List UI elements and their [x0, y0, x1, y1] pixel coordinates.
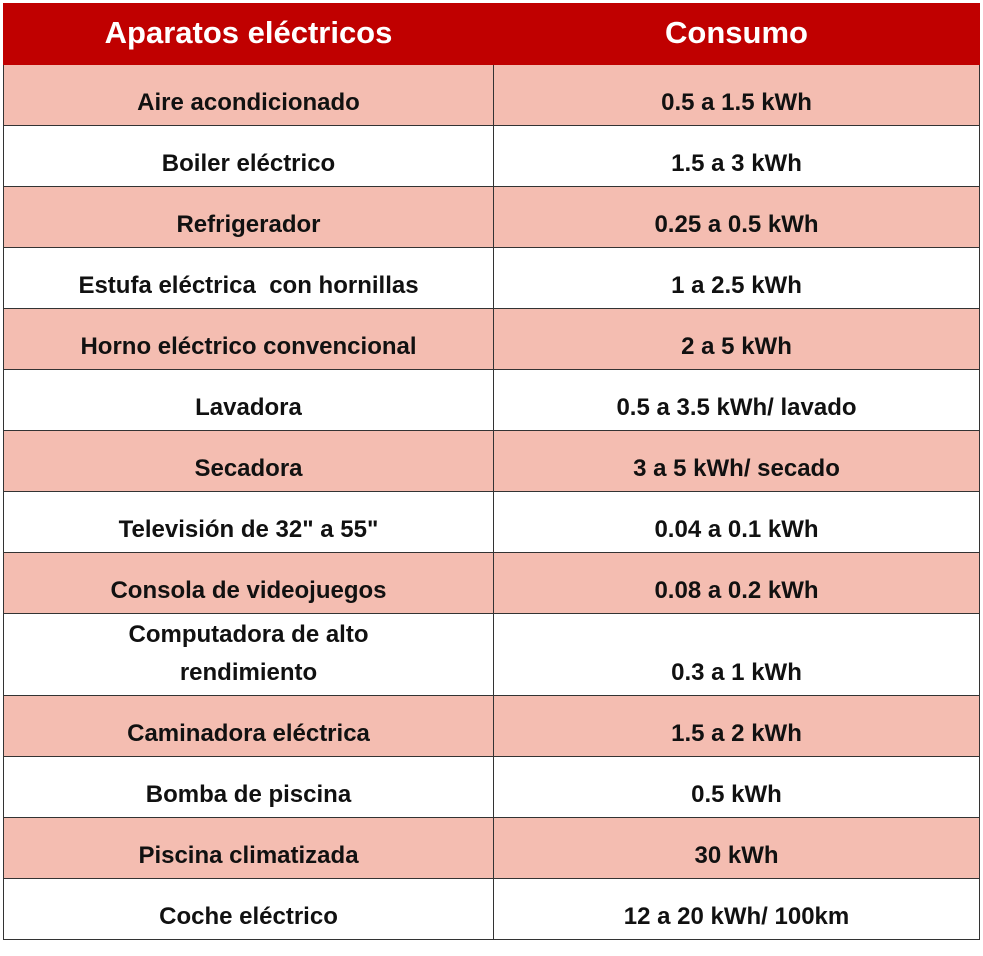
- consumption-cell: 1.5 a 3 kWh: [493, 125, 980, 187]
- table-row: Aire acondicionado 0.5 a 1.5 kWh: [3, 64, 980, 126]
- consumption-cell: 2 a 5 kWh: [493, 308, 980, 370]
- cell-text: Boiler eléctrico: [161, 150, 336, 177]
- cell-text: 0.5 kWh: [691, 781, 782, 808]
- consumption-cell: 0.5 a 3.5 kWh/ lavado: [493, 369, 980, 431]
- table-row: Secadora 3 a 5 kWh/ secado: [3, 430, 980, 492]
- appliance-cell: Caminadora eléctrica: [3, 695, 494, 757]
- consumption-cell: 12 a 20 kWh/ 100km: [493, 878, 980, 940]
- appliance-cell: Computadora de alto rendimiento: [3, 613, 494, 696]
- cell-text: Computadora de alto rendimiento: [128, 621, 376, 686]
- consumption-cell: 0.5 a 1.5 kWh: [493, 64, 980, 126]
- table-row: Refrigerador 0.25 a 0.5 kWh: [3, 186, 980, 248]
- cell-text: 0.08 a 0.2 kWh: [654, 577, 819, 604]
- cell-text: 0.04 a 0.1 kWh: [654, 516, 819, 543]
- consumption-cell: 1.5 a 2 kWh: [493, 695, 980, 757]
- appliance-cell: Consola de videojuegos: [3, 552, 494, 614]
- consumption-cell: 0.3 a 1 kWh: [493, 613, 980, 696]
- table-row: Coche eléctrico 12 a 20 kWh/ 100km: [3, 878, 980, 940]
- table-row: Estufa eléctrica con hornillas 1 a 2.5 kW…: [3, 247, 980, 309]
- appliance-cell: Horno eléctrico convencional: [3, 308, 494, 370]
- appliance-cell: Bomba de piscina: [3, 756, 494, 818]
- consumption-table: Aparatos eléctricos Consumo Aire acondic…: [3, 3, 980, 940]
- appliance-cell: Secadora: [3, 430, 494, 492]
- cell-text: 0.5 a 1.5 kWh: [661, 89, 812, 116]
- table-row: Boiler eléctrico 1.5 a 3 kWh: [3, 125, 980, 187]
- cell-text: 1.5 a 2 kWh: [671, 720, 802, 747]
- consumption-cell: 3 a 5 kWh/ secado: [493, 430, 980, 492]
- header-cell: Consumo: [493, 3, 980, 65]
- cell-text: Televisión de 32" a 55": [118, 516, 379, 543]
- appliance-cell: Aire acondicionado: [3, 64, 494, 126]
- appliance-cell: Boiler eléctrico: [3, 125, 494, 187]
- cell-text: Piscina climatizada: [138, 842, 359, 869]
- table-row: Consola de videojuegos 0.08 a 0.2 kWh: [3, 552, 980, 614]
- cell-text: Coche eléctrico: [159, 903, 338, 930]
- cell-text: Consola de videojuegos: [110, 577, 387, 604]
- cell-text: Secadora: [194, 455, 303, 482]
- table-row: Caminadora eléctrica 1.5 a 2 kWh: [3, 695, 980, 757]
- table-row: Bomba de piscina 0.5 kWh: [3, 756, 980, 818]
- cell-text: 1 a 2.5 kWh: [671, 272, 802, 299]
- consumption-cell: 1 a 2.5 kWh: [493, 247, 980, 309]
- consumption-cell: 30 kWh: [493, 817, 980, 879]
- cell-text: 0.5 a 3.5 kWh/ lavado: [616, 394, 857, 421]
- consumption-cell: 0.25 a 0.5 kWh: [493, 186, 980, 248]
- consumption-cell: 0.5 kWh: [493, 756, 980, 818]
- appliance-cell: Piscina climatizada: [3, 817, 494, 879]
- table-row: Horno eléctrico convencional 2 a 5 kWh: [3, 308, 980, 370]
- table-row: Computadora de alto rendimiento 0.3 a 1 k…: [3, 613, 980, 696]
- appliance-cell: Refrigerador: [3, 186, 494, 248]
- table-row: Televisión de 32" a 55" 0.04 a 0.1 kWh: [3, 491, 980, 553]
- appliance-cell: Estufa eléctrica con hornillas: [3, 247, 494, 309]
- cell-text: 3 a 5 kWh/ secado: [633, 455, 840, 482]
- consumption-cell: 0.04 a 0.1 kWh: [493, 491, 980, 553]
- cell-text: 30 kWh: [694, 842, 779, 869]
- cell-text: Horno eléctrico convencional: [80, 333, 417, 360]
- cell-text: 2 a 5 kWh: [681, 333, 792, 360]
- cell-text: Aire acondicionado: [137, 89, 360, 116]
- consumption-cell: 0.08 a 0.2 kWh: [493, 552, 980, 614]
- cell-text: 12 a 20 kWh/ 100km: [623, 903, 850, 930]
- table-body: Aire acondicionado 0.5 a 1.5 kWh Boiler el…: [3, 64, 980, 940]
- cell-text: 0.25 a 0.5 kWh: [654, 211, 819, 238]
- cell-text: Refrigerador: [176, 211, 321, 238]
- appliance-cell: Lavadora: [3, 369, 494, 431]
- appliance-cell: Televisión de 32" a 55": [3, 491, 494, 553]
- table-row: Piscina climatizada 30 kWh: [3, 817, 980, 879]
- cell-text: Lavadora: [195, 394, 302, 421]
- appliance-cell: Coche eléctrico: [3, 878, 494, 940]
- header-row: Aparatos eléctricos Consumo: [3, 3, 980, 65]
- cell-text: 1.5 a 3 kWh: [671, 150, 802, 177]
- table-header: Aparatos eléctricos Consumo: [3, 3, 980, 65]
- header-cell: Aparatos eléctricos: [3, 3, 494, 65]
- cell-text: 0.3 a 1 kWh: [671, 659, 802, 686]
- cell-text: Caminadora eléctrica: [127, 720, 370, 747]
- cell-text: Bomba de piscina: [145, 781, 352, 808]
- table-row: Lavadora 0.5 a 3.5 kWh/ lavado: [3, 369, 980, 431]
- cell-text: Estufa eléctrica con hornillas: [78, 272, 419, 299]
